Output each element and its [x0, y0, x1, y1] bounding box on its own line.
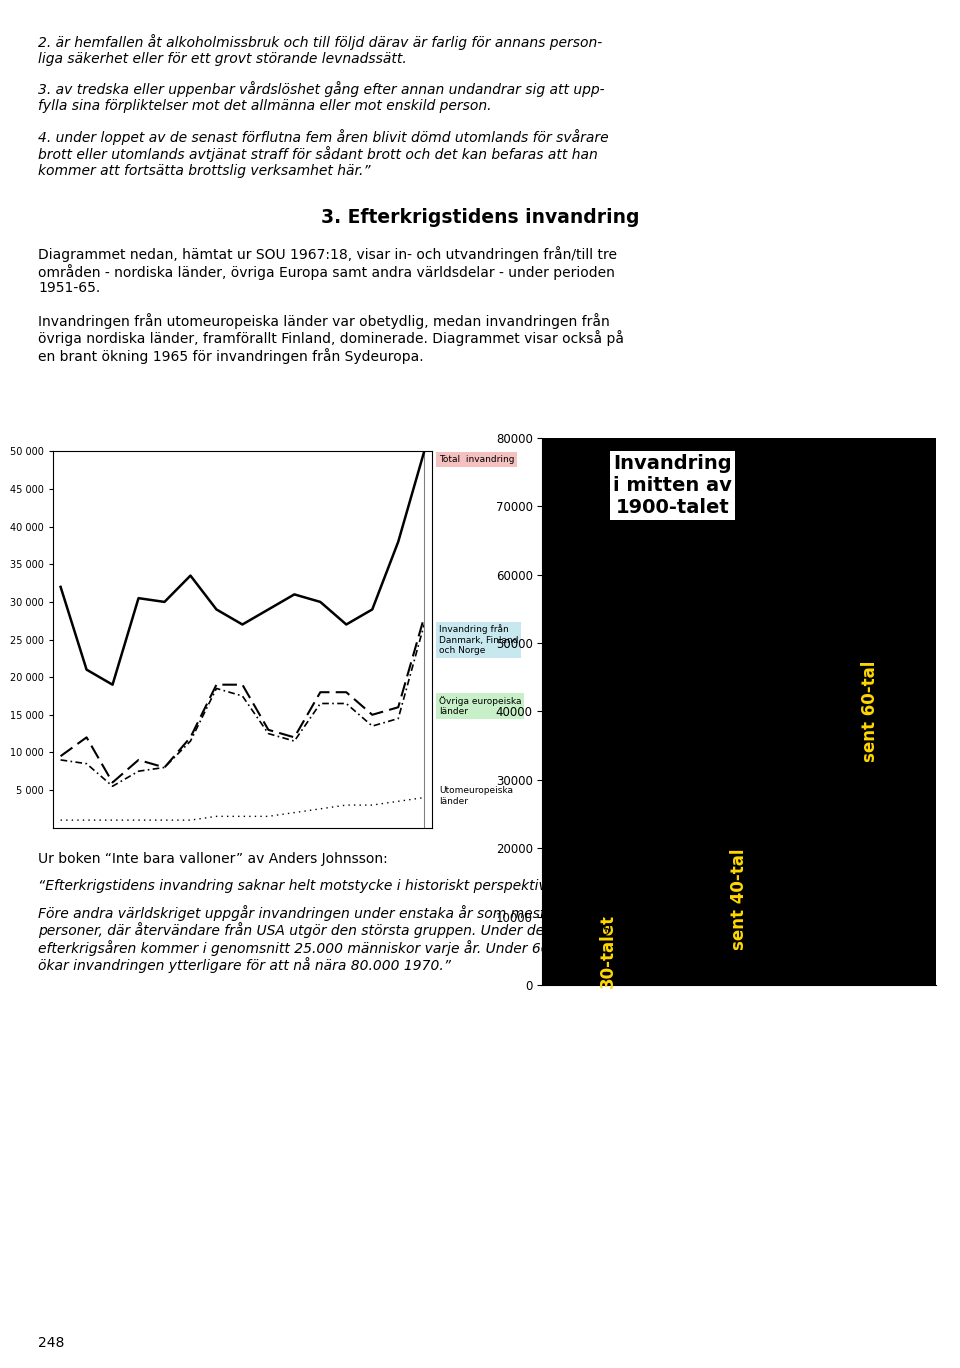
Text: Ur boken “Inte bara valloner” av Anders Johnsson:: Ur boken “Inte bara valloner” av Anders … [38, 852, 388, 866]
Text: övriga nordiska länder, framförallt Finland, dominerade. Diagrammet visar också : övriga nordiska länder, framförallt Finl… [38, 330, 624, 346]
Text: “Efterkrigstidens invandring saknar helt motstycke i historiskt perspektiv.: “Efterkrigstidens invandring saknar helt… [38, 878, 550, 892]
Text: brott eller utomlands avtjänat straff för sådant brott och det kan befaras att h: brott eller utomlands avtjänat straff fö… [38, 146, 598, 163]
Bar [834, 438, 906, 985]
Text: 1951-65.: 1951-65. [38, 280, 101, 295]
Text: 3. av tredska eller uppenbar vårdslöshet gång efter annan undandrar sig att upp-: 3. av tredska eller uppenbar vårdslöshet… [38, 82, 605, 97]
Text: 3. Efterkrigstidens invandring: 3. Efterkrigstidens invandring [321, 208, 639, 227]
Text: ökar invandringen ytterligare för att nå nära 80.000 1970.”: ökar invandringen ytterligare för att nå… [38, 958, 451, 973]
Bar [572, 917, 644, 985]
Text: 248: 248 [38, 1337, 64, 1350]
Text: personer, där återvändare från USA utgör den största gruppen. Under de första 15: personer, där återvändare från USA utgör… [38, 922, 612, 938]
Text: 30-talet: 30-talet [599, 914, 617, 988]
Text: Utomeuropeiska
länder: Utomeuropeiska länder [439, 787, 513, 806]
Text: 4. under loppet av de senast förflutna fem åren blivit dömd utomlands för svårar: 4. under loppet av de senast förflutna f… [38, 129, 609, 145]
Text: Invandring från
Danmark, Finland
och Norge: Invandring från Danmark, Finland och Nor… [439, 624, 518, 655]
Text: Före andra världskriget uppgår invandringen under enstaka år som mest till 10.00: Före andra världskriget uppgår invandrin… [38, 904, 620, 921]
Text: 2. är hemfallen åt alkoholmissbruk och till följd därav är farlig för annans per: 2. är hemfallen åt alkoholmissbruk och t… [38, 34, 603, 51]
Text: områden - nordiska länder, övriga Europa samt andra världsdelar - under perioden: områden - nordiska länder, övriga Europa… [38, 264, 615, 279]
Text: Invandring
i mitten av
1900-talet: Invandring i mitten av 1900-talet [612, 454, 732, 517]
Text: sent 40-tal: sent 40-tal [731, 848, 748, 951]
Text: Övriga europeiska
länder: Övriga europeiska länder [439, 696, 521, 717]
Text: Invandringen från utomeuropeiska länder var obetydlig, medan invandringen från: Invandringen från utomeuropeiska länder … [38, 313, 611, 328]
Text: efterkrigsåren kommer i genomsnitt 25.000 människor varje år. Under 60-talet: efterkrigsåren kommer i genomsnitt 25.00… [38, 940, 587, 956]
Text: liga säkerhet eller för ett grovt störande levnadssätt.: liga säkerhet eller för ett grovt störan… [38, 52, 407, 66]
Text: kommer att fortsätta brottslig verksamhet här.”: kommer att fortsätta brottslig verksamhe… [38, 164, 371, 178]
Text: en brant ökning 1965 för invandringen från Sydeuropa.: en brant ökning 1965 för invandringen fr… [38, 347, 424, 364]
Text: Diagrammet nedan, hämtat ur SOU 1967:18, visar in- och utvandringen från/till tr: Diagrammet nedan, hämtat ur SOU 1967:18,… [38, 246, 617, 263]
Text: sent 60-tal: sent 60-tal [861, 661, 879, 762]
Text: Total  invandring: Total invandring [439, 456, 515, 464]
Bar [703, 814, 776, 985]
Text: fylla sina förpliktelser mot det allmänna eller mot enskild person.: fylla sina förpliktelser mot det allmänn… [38, 98, 492, 114]
